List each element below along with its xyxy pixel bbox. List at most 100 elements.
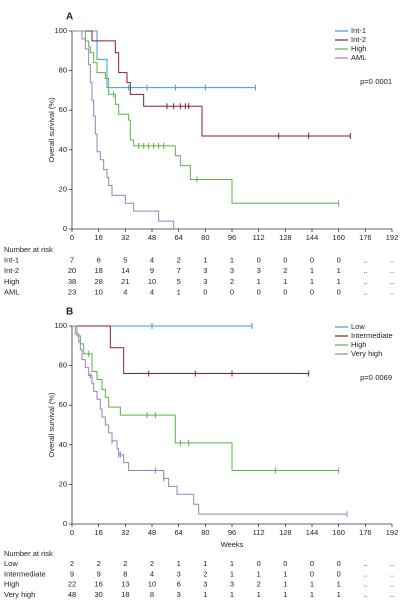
risk-count: 5	[123, 256, 127, 265]
risk-count: 13	[121, 580, 129, 589]
risk-count: 21	[121, 277, 129, 286]
x-tick-label: 80	[201, 233, 209, 242]
x-tick-label: 16	[94, 233, 102, 242]
x-tick-label: 32	[121, 233, 129, 242]
risk-count: 8	[123, 569, 127, 578]
x-tick-label: 16	[94, 528, 102, 537]
risk-count: 48	[68, 590, 76, 599]
y-tick-label: 0	[63, 224, 67, 233]
risk-row-label: Int-1	[4, 256, 19, 265]
risk-count: 2	[97, 559, 101, 568]
risk-count: 2	[257, 580, 261, 589]
y-tick-label: 40	[59, 440, 67, 449]
x-tick-label: 48	[148, 528, 156, 537]
risk-count: 6	[97, 256, 101, 265]
risk-count: 0	[337, 256, 341, 265]
risk-count: 0	[337, 287, 341, 296]
risk-count: ..	[363, 590, 367, 599]
survival-curve	[72, 30, 351, 137]
risk-count: ..	[363, 569, 367, 578]
y-tick-label: 20	[59, 184, 67, 193]
x-tick-label: 192	[386, 233, 399, 242]
y-tick-label: 60	[59, 105, 67, 114]
risk-count: ..	[390, 590, 394, 599]
x-tick-label: 160	[332, 528, 345, 537]
risk-count: 5	[177, 277, 181, 286]
legend-label: High	[351, 340, 366, 349]
risk-count: 3	[203, 580, 207, 589]
risk-count: ..	[363, 287, 367, 296]
risk-count: 4	[123, 287, 127, 296]
risk-count: 0	[283, 256, 287, 265]
risk-table-title: Number at risk	[4, 549, 53, 558]
legend-label: Very high	[351, 349, 382, 358]
risk-count: ..	[363, 559, 367, 568]
risk-count: 3	[177, 590, 181, 599]
risk-count: 1	[203, 559, 207, 568]
risk-count: 18	[121, 590, 129, 599]
risk-count: 1	[283, 590, 287, 599]
risk-row-label: AML	[4, 287, 19, 296]
risk-count: 0	[283, 287, 287, 296]
y-tick-label: 80	[59, 361, 67, 370]
y-axis-label: Overall survival (%)	[47, 392, 56, 458]
x-tick-label: 96	[228, 528, 236, 537]
y-tick-label: 100	[54, 321, 67, 330]
risk-count: 1	[257, 569, 261, 578]
risk-count: 23	[68, 287, 76, 296]
x-tick-label: 48	[148, 233, 156, 242]
risk-count: 3	[203, 266, 207, 275]
x-tick-label: 64	[174, 233, 182, 242]
x-tick-label: 0	[70, 233, 74, 242]
panel-label: A	[66, 12, 73, 23]
x-tick-label: 112	[253, 528, 265, 537]
risk-count: 1	[203, 256, 207, 265]
risk-count: 9	[97, 569, 101, 578]
x-axis-label: Weeks	[221, 540, 244, 549]
risk-row-label: Very high	[4, 590, 35, 599]
risk-count: ..	[390, 256, 394, 265]
risk-count: 0	[310, 256, 314, 265]
risk-count: 14	[121, 266, 129, 275]
x-tick-label: 80	[201, 528, 209, 537]
risk-count: 2	[150, 559, 154, 568]
risk-count: 1	[310, 266, 314, 275]
risk-count: 1	[283, 277, 287, 286]
x-tick-label: 144	[306, 233, 319, 242]
risk-count: 10	[94, 287, 102, 296]
x-tick-label: 64	[174, 528, 182, 537]
survival-curve	[72, 325, 347, 515]
risk-count: ..	[390, 266, 394, 275]
risk-count: 1	[177, 559, 181, 568]
risk-count: ..	[390, 559, 394, 568]
risk-count: 0	[310, 287, 314, 296]
x-tick-label: 96	[228, 233, 236, 242]
risk-count: 1	[337, 266, 341, 275]
x-tick-label: 176	[359, 233, 372, 242]
risk-count: 10	[148, 580, 156, 589]
risk-count: 3	[230, 266, 234, 275]
risk-count: 0	[203, 287, 207, 296]
risk-count: ..	[390, 277, 394, 286]
risk-count: 1	[337, 590, 341, 599]
survival-curve	[72, 30, 339, 204]
legend-label: High	[351, 44, 366, 53]
x-tick-label: 176	[359, 528, 372, 537]
risk-count: 9	[70, 569, 74, 578]
risk-count: 2	[123, 559, 127, 568]
y-tick-label: 20	[59, 479, 67, 488]
risk-count: 1	[310, 590, 314, 599]
risk-count: 0	[257, 559, 261, 568]
legend-label: Intermediate	[351, 331, 393, 340]
risk-count: 4	[150, 256, 154, 265]
risk-count: 2	[203, 569, 207, 578]
risk-count: 38	[68, 277, 76, 286]
y-tick-label: 80	[59, 66, 67, 75]
risk-count: 2	[177, 256, 181, 265]
y-tick-label: 0	[63, 519, 67, 528]
risk-count: ..	[390, 580, 394, 589]
risk-count: ..	[363, 580, 367, 589]
x-tick-label: 160	[332, 233, 345, 242]
risk-count: 2	[70, 559, 74, 568]
